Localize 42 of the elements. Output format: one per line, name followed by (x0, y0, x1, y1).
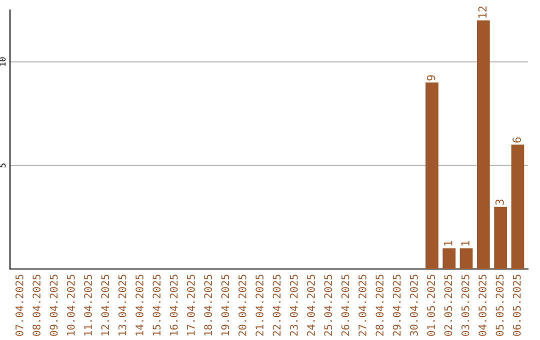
x-tick-label: 02.05.2025 (444, 274, 452, 336)
x-tick-label: 16.04.2025 (170, 274, 178, 336)
bar (476, 20, 490, 269)
x-tick-label: 26.04.2025 (341, 274, 350, 336)
data-label: 12 (478, 6, 486, 18)
x-tick-label: 09.04.2025 (50, 274, 58, 336)
bar (426, 82, 438, 269)
x-tick-label: 05.05.2025 (496, 274, 504, 336)
x-tick-label: 28.04.2025 (376, 274, 384, 336)
data-label: 6 (512, 137, 521, 143)
x-tick-label: 12.04.2025 (101, 274, 110, 336)
bar (511, 144, 524, 269)
x-tick-label: 20.04.2025 (238, 274, 246, 336)
x-tick-label: 08.04.2025 (32, 274, 40, 336)
x-tick-label: 13.04.2025 (118, 274, 126, 336)
x-tick-label: 15.04.2025 (152, 274, 161, 336)
x-tick-label: 21.04.2025 (256, 274, 264, 336)
data-label: 1 (461, 240, 470, 246)
x-tick-label: 29.04.2025 (392, 274, 401, 336)
x-tick-label: 30.04.2025 (410, 274, 418, 336)
bar (494, 206, 507, 269)
x-tick-label: 07.04.2025 (15, 274, 24, 336)
x-tick-label: 24.04.2025 (307, 274, 315, 336)
data-label: 3 (495, 200, 504, 205)
x-tick-label: 22.04.2025 (272, 274, 281, 336)
x-tick-label: 06.05.2025 (512, 274, 521, 336)
x-tick-label: 25.04.2025 (324, 274, 332, 336)
x-tick-label: 04.05.2025 (478, 274, 486, 336)
x-tick-label: 23.04.2025 (290, 274, 298, 336)
x-tick-label: 14.04.2025 (136, 274, 144, 336)
bar (442, 248, 456, 269)
data-label: 1 (444, 240, 452, 246)
x-tick-label: 19.04.2025 (221, 274, 230, 336)
x-tick-label: 10.04.2025 (66, 274, 75, 336)
bar (460, 248, 473, 269)
x-tick-label: 17.04.2025 (186, 274, 195, 336)
x-tick-label: 01.05.2025 (427, 274, 435, 336)
x-tick-label: 03.05.2025 (461, 274, 470, 336)
data-label: 9 (426, 75, 436, 80)
x-tick-label: 18.04.2025 (204, 274, 212, 336)
x-tick-label: 27.04.2025 (358, 274, 366, 336)
x-tick-label: 11.04.2025 (84, 274, 92, 336)
